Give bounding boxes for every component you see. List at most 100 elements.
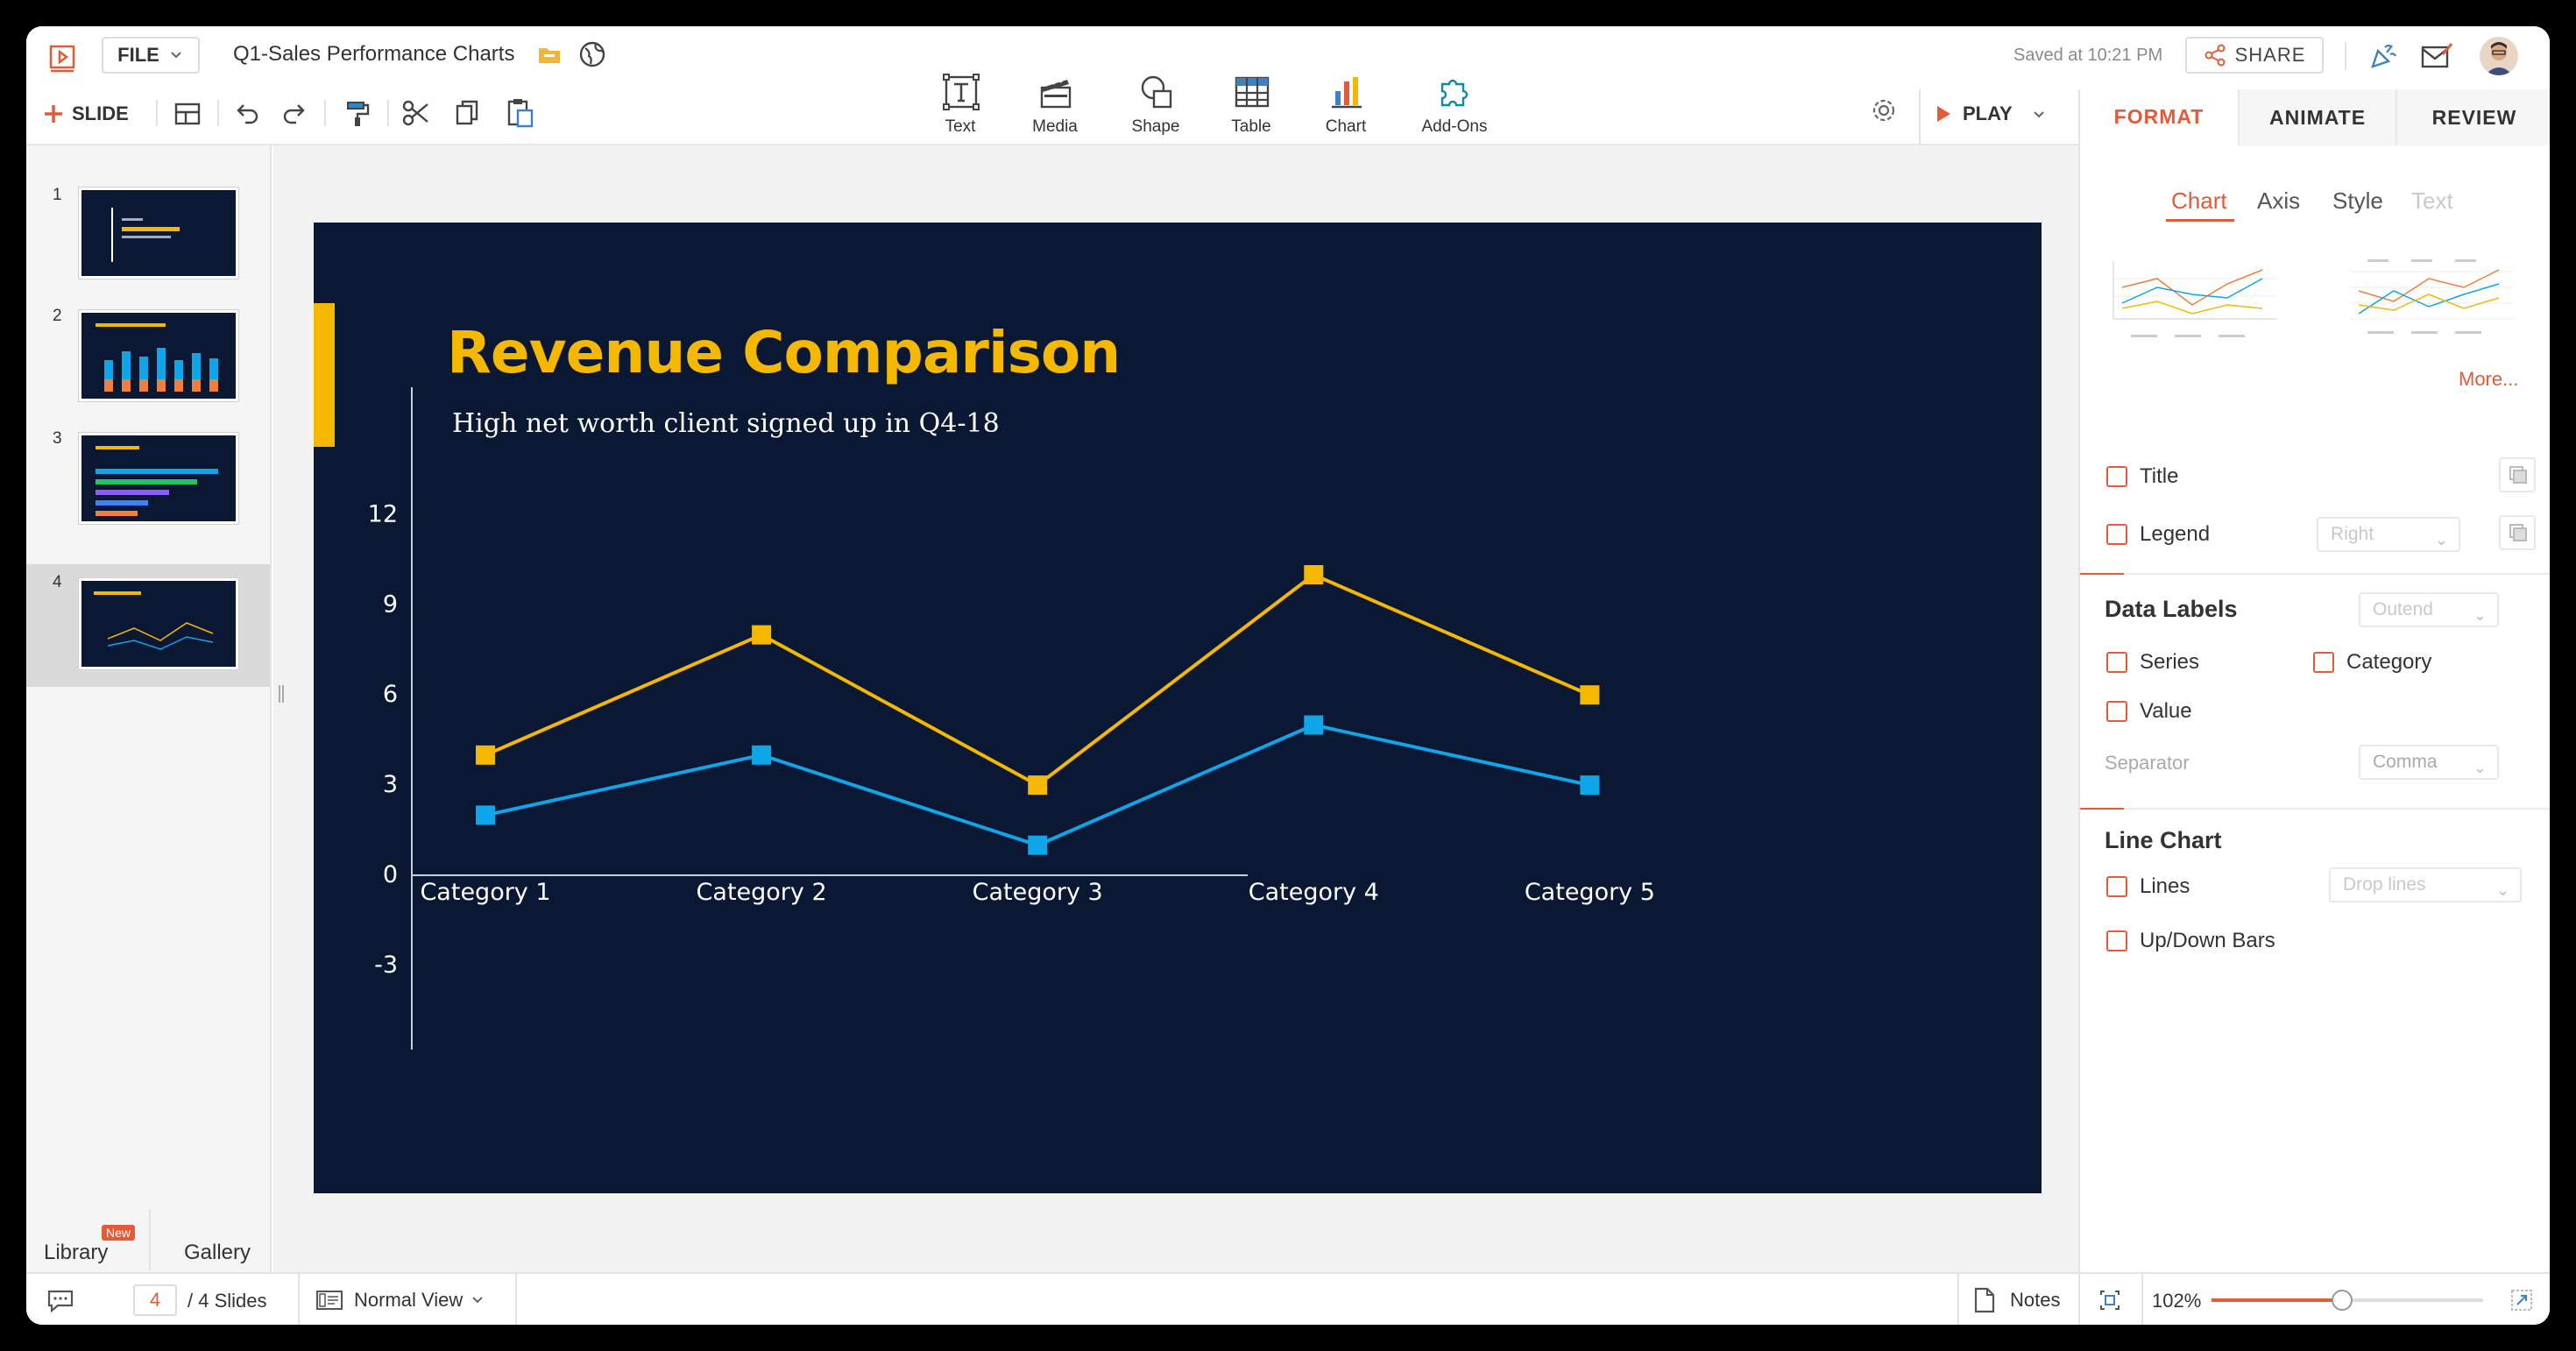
paste-icon[interactable] [505, 96, 536, 128]
tab-animate-label: ANIMATE [2268, 105, 2367, 129]
chart-style-preview [2112, 261, 2276, 337]
slide[interactable]: Revenue Comparison High net worth client… [314, 223, 2042, 1193]
insert-text-button[interactable]: Text [908, 72, 1013, 145]
whats-new-icon[interactable] [2367, 40, 2399, 72]
layout-icon[interactable] [173, 100, 202, 128]
series-2-point [752, 745, 772, 765]
series-1-point [1028, 775, 1048, 796]
data-labels-position-dropdown[interactable]: Outend ⌄ [2359, 592, 2499, 627]
y-tick-label: 0 [383, 861, 398, 888]
x-category-label: Category 5 [1525, 879, 1655, 906]
slide-thumbnail-3[interactable] [78, 432, 239, 525]
undo-icon[interactable] [233, 100, 261, 128]
insert-addons-button[interactable]: Add-Ons [1402, 72, 1507, 145]
tab-animate[interactable]: ANIMATE [2238, 89, 2396, 145]
legend-checkbox[interactable] [2106, 524, 2127, 545]
insert-shape-button[interactable]: Shape [1103, 72, 1208, 145]
slide-thumbnail-1[interactable] [78, 187, 239, 279]
chevron-down-icon: ⌄ [2473, 759, 2487, 776]
notes-button[interactable]: Notes [1973, 1283, 2060, 1318]
current-slide-input[interactable]: 4 [133, 1284, 177, 1316]
series-checkbox[interactable] [2106, 652, 2127, 673]
value-checkbox[interactable] [2106, 701, 2127, 722]
play-button[interactable]: PLAY [1935, 96, 2013, 131]
tab-review[interactable]: REVIEW [2396, 89, 2550, 145]
subtab-active-underline [2166, 219, 2234, 222]
updown-bars-label: Up/Down Bars [2140, 929, 2275, 952]
cut-icon[interactable] [401, 98, 431, 128]
panel-resize-handle[interactable] [279, 685, 284, 703]
slide-title[interactable]: Revenue Comparison [447, 319, 1121, 386]
slide-thumbnail-4[interactable] [78, 577, 239, 670]
subtab-axis[interactable]: Axis [2257, 187, 2301, 214]
copy-icon[interactable] [454, 98, 484, 128]
separator-dropdown[interactable]: Comma ⌄ [2359, 745, 2499, 780]
insert-table-button[interactable]: Table [1199, 72, 1304, 145]
line-chart[interactable]: 12 9 6 3 0 -3 Category 1 Category 2 Category 3 Ca… [314, 223, 2042, 1193]
current-slide-value: 4 [149, 1289, 161, 1311]
folder-icon[interactable] [536, 42, 563, 68]
title-checkbox[interactable] [2106, 466, 2127, 487]
play-label: PLAY [1963, 103, 2013, 124]
app-logo-icon[interactable] [47, 42, 79, 74]
separator-value: Comma [2373, 752, 2438, 772]
format-painter-icon[interactable] [342, 98, 372, 128]
file-menu-button[interactable]: FILE [102, 37, 200, 74]
globe-icon[interactable] [578, 40, 606, 68]
tab-format-label: FORMAT [2113, 104, 2204, 128]
fit-to-screen-icon[interactable] [2096, 1286, 2124, 1314]
document-title[interactable]: Q1-Sales Performance Charts [233, 42, 515, 66]
legend-position-dropdown[interactable]: Right ⌄ [2317, 517, 2460, 552]
subtab-style[interactable]: Style [2332, 187, 2383, 214]
series-1-point [476, 745, 495, 765]
table-icon [1235, 76, 1270, 108]
x-category-label: Category 3 [973, 879, 1103, 906]
zoom-slider[interactable] [2212, 1290, 2483, 1311]
comments-icon[interactable] [46, 1286, 75, 1314]
legend-format-button[interactable] [2499, 515, 2536, 550]
updown-bars-checkbox[interactable] [2106, 930, 2127, 951]
gallery-button[interactable]: Gallery [184, 1241, 251, 1264]
avatar[interactable] [2480, 37, 2518, 75]
lines-checkbox[interactable] [2106, 876, 2127, 897]
more-styles-link[interactable]: More... [2459, 368, 2519, 390]
category-checkbox[interactable] [2313, 652, 2334, 673]
insert-media-button[interactable]: Media [1002, 72, 1108, 145]
share-button[interactable]: SHARE [2185, 37, 2324, 74]
zoom-slider-knob[interactable] [2331, 1290, 2353, 1311]
normal-view-icon [316, 1291, 343, 1310]
redo-icon[interactable] [280, 100, 308, 128]
fullscreen-icon[interactable] [2509, 1288, 2534, 1312]
chart-style-option-2[interactable] [2341, 252, 2516, 349]
library-button[interactable]: Library [44, 1241, 109, 1264]
x-category-label: Category 1 [420, 879, 550, 906]
settings-gear-icon[interactable] [1870, 96, 1898, 124]
add-slide-label: SLIDE [72, 103, 129, 124]
feedback-mail-icon[interactable] [2420, 40, 2453, 72]
title-format-button[interactable] [2499, 457, 2536, 492]
x-category-label: Category 4 [1249, 879, 1379, 906]
slide-number: 3 [53, 429, 62, 448]
series-2-point [1580, 775, 1600, 796]
file-menu-label: FILE [117, 44, 159, 66]
view-mode-dropdown[interactable]: Normal View [315, 1283, 485, 1318]
play-options-chevron-icon[interactable] [2031, 107, 2047, 123]
saved-status: Saved at 10:21 PM [2013, 46, 2163, 65]
text-box-icon [943, 74, 980, 110]
category-label: Category [2346, 650, 2432, 674]
chart-style-option-1[interactable] [2105, 252, 2280, 349]
add-slide-button[interactable]: SLIDE [42, 96, 129, 131]
lines-type-dropdown[interactable]: Drop lines ⌄ [2329, 867, 2522, 902]
legend-position-value: Right [2331, 524, 2374, 544]
slide-subtitle[interactable]: High net worth client signed up in Q4-18 [452, 408, 1000, 439]
chevron-down-icon: ⌄ [2495, 881, 2509, 899]
series-2-point [476, 805, 495, 825]
subtab-chart[interactable]: Chart [2171, 187, 2227, 214]
zoom-level: 102% [2152, 1290, 2202, 1312]
tab-format[interactable]: FORMAT [2080, 89, 2238, 145]
notes-icon [1974, 1287, 1995, 1313]
y-tick-label: 3 [383, 771, 398, 798]
insert-chart-button[interactable]: Chart [1293, 72, 1398, 145]
slide-thumbnail-2[interactable] [78, 309, 239, 402]
subtab-text[interactable]: Text [2411, 187, 2453, 214]
